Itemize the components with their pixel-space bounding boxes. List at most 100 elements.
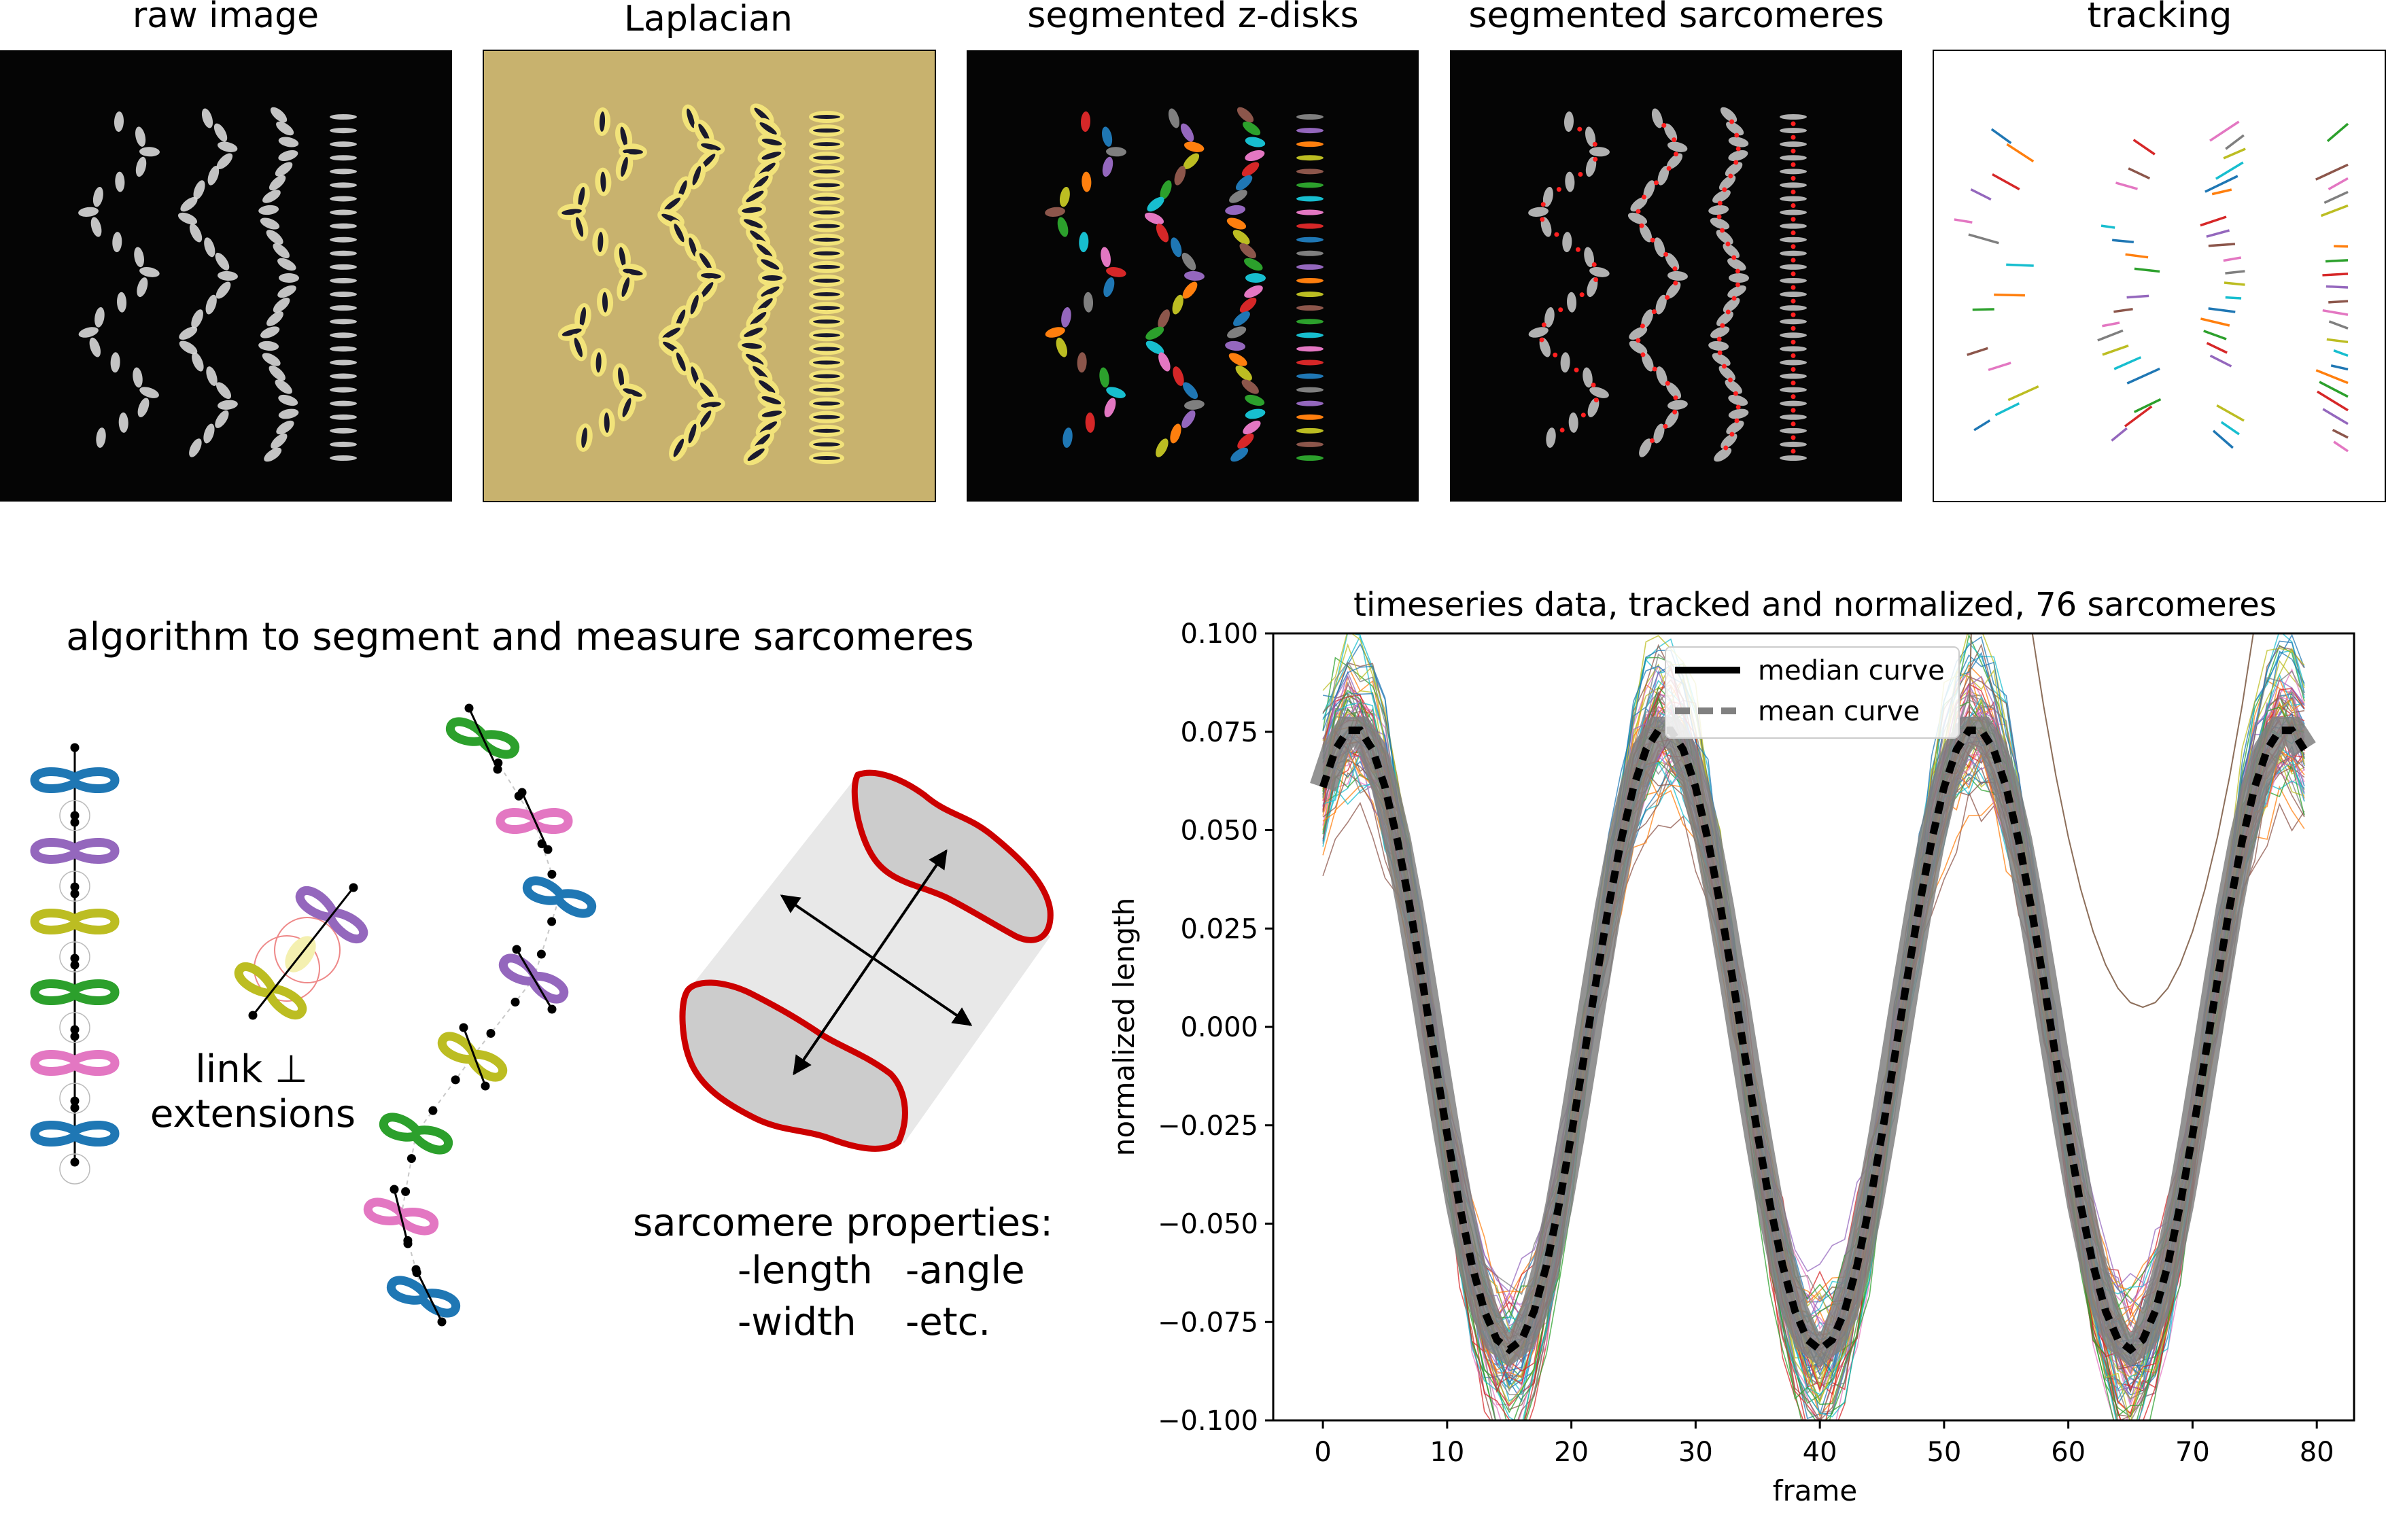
panel-title-raw: raw image bbox=[133, 0, 319, 36]
zdisk bbox=[269, 175, 286, 191]
track-segment bbox=[2006, 143, 2035, 163]
node-dot bbox=[493, 765, 502, 774]
zdisk bbox=[330, 292, 357, 298]
zdisk bbox=[330, 237, 357, 243]
zdisk bbox=[1780, 455, 1807, 461]
zdisk bbox=[1296, 182, 1324, 188]
track-segment bbox=[2115, 181, 2139, 190]
zdisk bbox=[759, 380, 776, 393]
zdisk bbox=[1241, 379, 1259, 394]
zdisk bbox=[813, 442, 840, 447]
zdisk bbox=[1296, 250, 1324, 256]
zdisk bbox=[1542, 186, 1553, 207]
zdisk bbox=[1103, 277, 1115, 298]
zdisk bbox=[1665, 281, 1681, 299]
sarcomere-center bbox=[1652, 366, 1657, 372]
sarcomere-center bbox=[1539, 337, 1544, 343]
zdisk bbox=[1296, 305, 1324, 311]
sarcomere-center bbox=[1729, 119, 1735, 124]
zdisk bbox=[1716, 311, 1733, 326]
zdisk-shape bbox=[387, 1276, 460, 1318]
zdisk bbox=[813, 251, 840, 256]
zdisk bbox=[179, 340, 198, 355]
track-segment bbox=[2126, 294, 2149, 299]
zdisk bbox=[1296, 387, 1324, 393]
sarcomere-center bbox=[1791, 162, 1796, 167]
chart-axes: 0 10 20 30 40 50 60 70 80 0.100 0.075 0.050 0.025 0.0… bbox=[1158, 618, 2334, 1468]
zdisk bbox=[1589, 267, 1610, 277]
zdisk bbox=[1296, 373, 1324, 379]
zdisk bbox=[1780, 169, 1807, 175]
track-segment bbox=[2007, 385, 2039, 402]
zdisk bbox=[1665, 252, 1680, 270]
zdisk bbox=[1168, 108, 1180, 128]
zdisk bbox=[1245, 394, 1265, 406]
zdisk bbox=[1101, 247, 1111, 268]
zdisk-shape bbox=[30, 908, 120, 935]
zdisk bbox=[701, 143, 721, 151]
sarcomere-center bbox=[1666, 166, 1672, 171]
panel-sarcomeres bbox=[1450, 50, 1902, 502]
zdisk-shape bbox=[379, 1113, 453, 1155]
zdisk bbox=[191, 309, 203, 329]
zdisk bbox=[1227, 326, 1247, 338]
zdisk bbox=[1237, 433, 1254, 449]
sarcomere-center bbox=[1791, 435, 1796, 440]
zdisk bbox=[1296, 223, 1324, 229]
sarcomere-center bbox=[1636, 209, 1641, 214]
sarcomere-center bbox=[1725, 241, 1731, 247]
node-dot bbox=[70, 811, 80, 820]
sarcomere-center bbox=[1651, 309, 1657, 315]
x-tick-label: 40 bbox=[1803, 1437, 1837, 1468]
zdisk bbox=[193, 180, 205, 200]
zdisk bbox=[1296, 332, 1324, 338]
track-segment bbox=[2216, 404, 2245, 422]
zdisk bbox=[1587, 277, 1598, 298]
zdisk bbox=[1728, 408, 1749, 419]
zdisk bbox=[676, 352, 686, 372]
sarcomere-center bbox=[1593, 277, 1599, 282]
node-dot bbox=[547, 869, 557, 879]
zdisk bbox=[1106, 387, 1126, 398]
track-segment bbox=[2212, 430, 2234, 449]
zdisk bbox=[1229, 190, 1247, 203]
zdisk bbox=[813, 401, 840, 406]
zdisk-shape bbox=[30, 837, 120, 864]
sarcomere-center bbox=[1717, 200, 1723, 206]
laplacian-zdisk-group bbox=[557, 103, 844, 466]
zdisk bbox=[1244, 285, 1263, 298]
panel-title-sarcomeres: segmented sarcomeres bbox=[1468, 0, 1884, 36]
x-axis-label: frame bbox=[1773, 1474, 1858, 1507]
zdisk bbox=[761, 396, 782, 404]
track-segment bbox=[2134, 267, 2160, 273]
zdisk bbox=[89, 337, 101, 357]
track-segment bbox=[2208, 243, 2236, 247]
zdisk bbox=[1651, 108, 1663, 128]
zdisk bbox=[112, 232, 122, 253]
raw-zdisk-group bbox=[78, 107, 357, 462]
zdisk bbox=[1172, 294, 1183, 315]
zdisk bbox=[201, 108, 213, 128]
zdisk bbox=[747, 448, 765, 461]
zdisk bbox=[189, 223, 203, 243]
zdisk bbox=[813, 224, 840, 228]
sarcomere-center bbox=[1716, 214, 1722, 220]
zdisk bbox=[114, 111, 124, 132]
chart-series-group bbox=[1310, 633, 2316, 1420]
zdisk bbox=[1780, 427, 1807, 434]
track-segment bbox=[2317, 390, 2349, 412]
sarcomere-center bbox=[1728, 173, 1733, 179]
zdisk bbox=[1102, 126, 1113, 147]
zdisk bbox=[699, 253, 712, 270]
zdisk bbox=[1296, 455, 1324, 461]
zdisk bbox=[1540, 217, 1552, 237]
zdisk bbox=[330, 414, 357, 420]
zdisk bbox=[1657, 166, 1670, 186]
zdisk bbox=[1728, 137, 1749, 147]
node-dot bbox=[349, 883, 358, 892]
zdisk bbox=[330, 332, 357, 338]
panel-title-laplacian: Laplacian bbox=[624, 0, 793, 39]
sarcomere-center bbox=[1734, 418, 1740, 423]
sarcomere-center bbox=[1722, 187, 1727, 192]
